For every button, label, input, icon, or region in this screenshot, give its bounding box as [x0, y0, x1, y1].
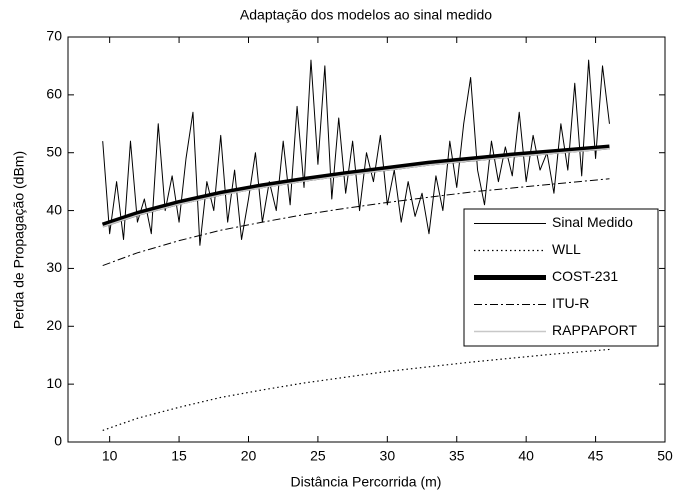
y-tick-label: 10 — [46, 375, 62, 391]
y-tick-label: 50 — [46, 143, 62, 159]
series-line — [102, 178, 610, 267]
y-tick-label: 0 — [54, 433, 62, 449]
y-tick-label: 60 — [46, 86, 62, 102]
y-tick-label: 70 — [46, 28, 62, 44]
axes-box — [67, 36, 666, 443]
x-tick-label: 40 — [518, 448, 534, 464]
x-tick-label: 45 — [588, 448, 604, 464]
y-tick-label: 40 — [46, 201, 62, 217]
legend-label: RAPPAPORT — [552, 322, 638, 338]
y-tick-label: 20 — [46, 317, 62, 333]
legend: Sinal Medido WLL COST-231 ITU-R RAPPAPORT — [463, 208, 659, 347]
x-axis-label: Distância Percorrida (m) — [291, 474, 442, 490]
x-tick-label: 30 — [380, 448, 396, 464]
x-tick-label: 25 — [310, 448, 326, 464]
legend-label: WLL — [552, 241, 581, 257]
x-tick-label: 20 — [241, 448, 257, 464]
series-line — [101, 144, 610, 228]
series-line — [102, 147, 610, 228]
legend-label: COST-231 — [552, 268, 618, 284]
chart-title: Adaptação dos modelos ao sinal medido — [240, 7, 492, 23]
series-line — [102, 59, 610, 246]
x-tick-label: 50 — [657, 448, 673, 464]
x-tick-label: 10 — [102, 448, 118, 464]
x-tick-label: 35 — [449, 448, 465, 464]
y-axis-label: Perda de Propagação (dBm) — [11, 151, 27, 329]
legend-label: Sinal Medido — [552, 214, 633, 230]
y-tick-label: 30 — [46, 259, 62, 275]
legend-label: ITU-R — [552, 295, 589, 311]
x-tick-label: 15 — [171, 448, 187, 464]
